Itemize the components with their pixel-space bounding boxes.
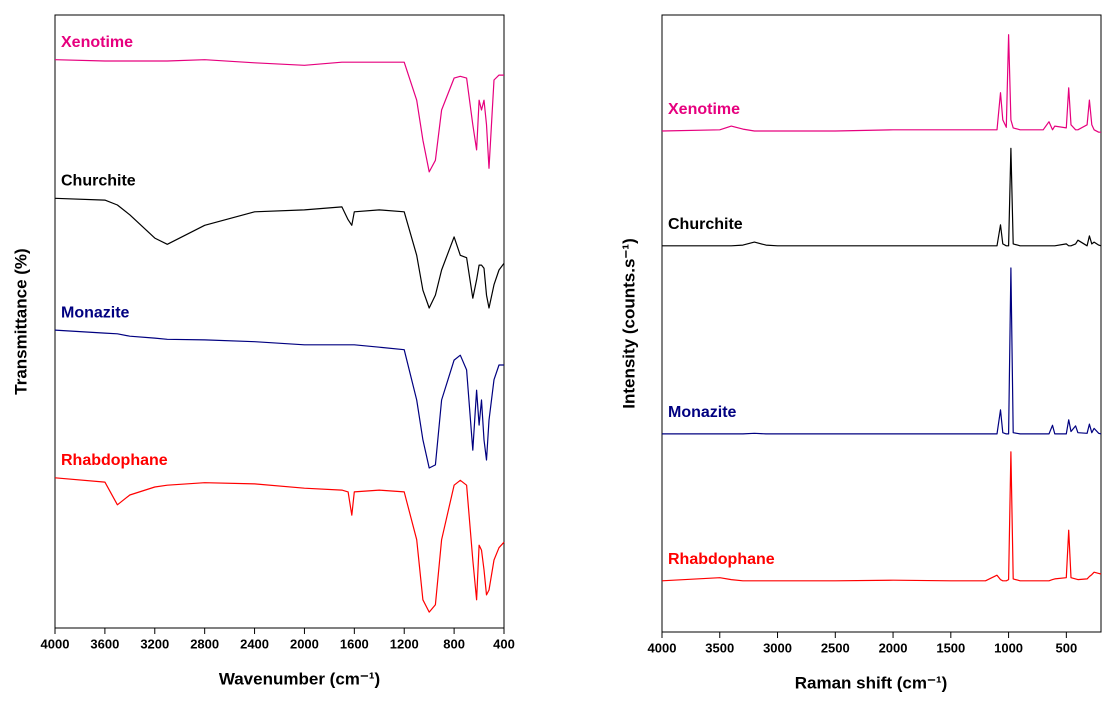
x-tick-label: 2800 xyxy=(190,636,219,651)
x-tick-label: 1600 xyxy=(340,636,369,651)
spectrum-line xyxy=(662,147,1102,247)
series-label: Churchite xyxy=(668,216,743,233)
spectrum-line xyxy=(662,267,1102,435)
series-label: Xenotime xyxy=(61,34,133,51)
spectrum-line xyxy=(661,34,1101,133)
x-tick-label: 2500 xyxy=(821,640,850,655)
spectrum-line xyxy=(54,59,504,173)
x-tick-label: 4000 xyxy=(41,636,70,651)
series-label: Xenotime xyxy=(668,101,740,118)
x-tick-label: 2000 xyxy=(879,640,908,655)
series-label: Monazite xyxy=(668,404,737,421)
x-tick-label: 500 xyxy=(1055,640,1077,655)
x-tick-label: 2400 xyxy=(240,636,269,651)
x-tick-label: 400 xyxy=(493,636,515,651)
series-label: Rhabdophane xyxy=(668,551,775,568)
plot-frame xyxy=(661,14,1102,633)
plot-frame xyxy=(54,14,505,629)
y-axis-title: Intensity (counts.s⁻¹) xyxy=(619,238,638,408)
x-tick-label: 1000 xyxy=(994,640,1023,655)
x-tick-label: 3600 xyxy=(90,636,119,651)
x-tick-label: 800 xyxy=(443,636,465,651)
x-tick-label: 1500 xyxy=(936,640,965,655)
spectrum-line xyxy=(54,329,504,469)
x-axis-title: Wavenumber (cm⁻¹) xyxy=(219,669,380,688)
spectrum-line xyxy=(54,477,505,613)
spectrum-line xyxy=(661,451,1102,582)
x-tick-label: 1200 xyxy=(390,636,419,651)
x-axis-title: Raman shift (cm⁻¹) xyxy=(795,673,948,692)
x-tick-label: 4000 xyxy=(648,640,677,655)
series-label: Churchite xyxy=(61,173,136,190)
x-tick-label: 3500 xyxy=(705,640,734,655)
series-label: Rhabdophane xyxy=(61,452,168,469)
x-tick-label: 3000 xyxy=(763,640,792,655)
x-tick-label: 3200 xyxy=(140,636,169,651)
spectrum-line xyxy=(54,197,505,309)
series-label: Monazite xyxy=(61,304,130,321)
y-axis-title: Transmittance (%) xyxy=(11,248,30,394)
x-tick-label: 2000 xyxy=(290,636,319,651)
